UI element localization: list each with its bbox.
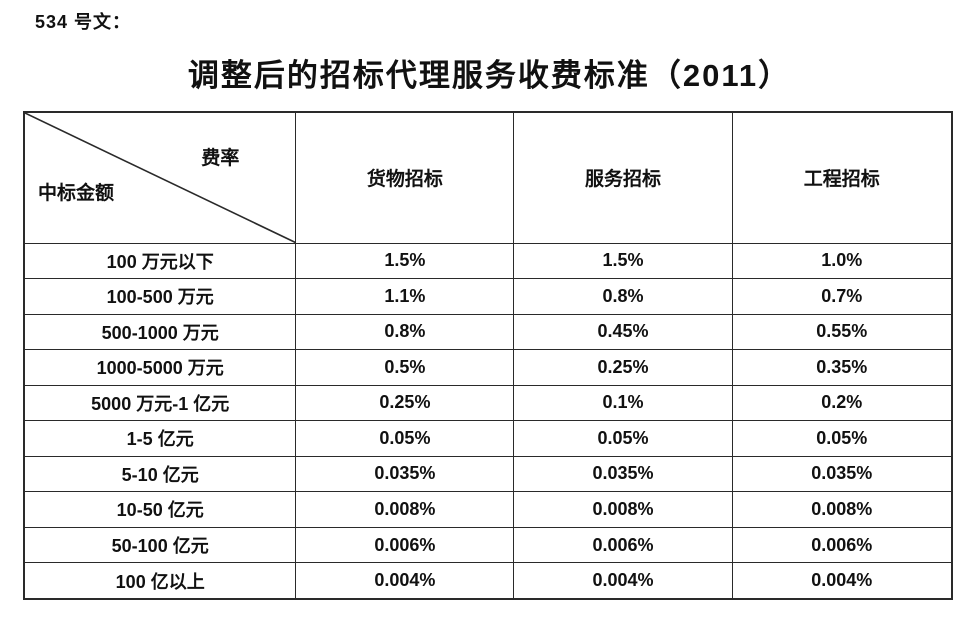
table-row: 100 亿以上 0.004% 0.004% 0.004% (23, 562, 953, 600)
fee-value-cell: 0.008% (731, 491, 953, 528)
fee-rate-table: 费率 中标金额 货物招标 服务招标 工程招标 100 万元以下 1.5% 1.5… (23, 111, 953, 600)
row-label-cell: 50-100 亿元 (23, 526, 297, 564)
fee-value-cell: 0.8% (513, 278, 733, 315)
fee-value-cell: 1.1% (295, 278, 515, 315)
column-header-goods: 货物招标 (295, 111, 515, 244)
column-header-engineering: 工程招标 (731, 111, 953, 244)
fee-value-cell: 1.5% (513, 242, 733, 280)
column-header-service: 服务招标 (513, 111, 733, 244)
row-label-cell: 500-1000 万元 (23, 313, 297, 351)
fee-value-cell: 0.55% (731, 313, 953, 351)
diagonal-corner-cell: 费率 中标金额 (23, 111, 297, 244)
table-row: 50-100 亿元 0.006% 0.006% 0.006% (23, 526, 953, 564)
fee-value-cell: 0.004% (731, 562, 953, 600)
row-label-cell: 5-10 亿元 (23, 455, 297, 493)
fee-value-cell: 0.035% (295, 455, 515, 493)
fee-value-cell: 0.006% (731, 526, 953, 564)
fee-value-cell: 0.35% (731, 349, 953, 386)
fee-value-cell: 0.05% (295, 420, 515, 457)
corner-label-fee-rate: 费率 (201, 148, 240, 169)
header-row: 费率 中标金额 货物招标 服务招标 工程招标 (23, 111, 953, 244)
fee-value-cell: 0.004% (295, 562, 515, 600)
fee-value-cell: 0.035% (731, 455, 953, 493)
table-row: 1000-5000 万元 0.5% 0.25% 0.35% (23, 349, 953, 386)
fee-value-cell: 0.7% (731, 278, 953, 315)
table-row: 1-5 亿元 0.05% 0.05% 0.05% (23, 420, 953, 457)
fee-value-cell: 1.5% (295, 242, 515, 280)
fee-value-cell: 0.5% (295, 349, 515, 386)
table-row: 100-500 万元 1.1% 0.8% 0.7% (23, 278, 953, 315)
table-row: 100 万元以下 1.5% 1.5% 1.0% (23, 242, 953, 280)
fee-value-cell: 0.05% (513, 420, 733, 457)
table-row: 500-1000 万元 0.8% 0.45% 0.55% (23, 313, 953, 351)
table-row: 5000 万元-1 亿元 0.25% 0.1% 0.2% (23, 384, 953, 422)
corner-label-bid-amount: 中标金额 (38, 182, 115, 204)
table-row: 5-10 亿元 0.035% 0.035% 0.035% (23, 455, 953, 493)
page-title: 调整后的招标代理服务收费标准（2011） (187, 58, 792, 93)
fee-value-cell: 0.006% (295, 526, 515, 564)
row-label-cell: 100-500 万元 (23, 278, 297, 315)
fee-value-cell: 0.004% (513, 562, 733, 600)
fee-value-cell: 0.45% (513, 313, 733, 351)
fee-value-cell: 0.8% (295, 313, 515, 351)
fee-value-cell: 0.25% (513, 349, 733, 386)
fee-value-cell: 0.1% (513, 384, 733, 422)
fee-value-cell: 0.035% (513, 455, 733, 493)
diagonal-line (25, 113, 296, 243)
row-label-cell: 100 亿以上 (23, 562, 297, 600)
doc-number-label: 534 号文： (35, 12, 132, 32)
row-label-cell: 5000 万元-1 亿元 (23, 384, 297, 422)
fee-value-cell: 0.05% (731, 420, 953, 457)
fee-value-cell: 0.008% (513, 491, 733, 528)
row-label-cell: 1000-5000 万元 (23, 349, 297, 386)
fee-value-cell: 0.006% (513, 526, 733, 564)
fee-value-cell: 1.0% (731, 242, 953, 280)
table-row: 10-50 亿元 0.008% 0.008% 0.008% (23, 491, 953, 528)
row-label-cell: 100 万元以下 (23, 242, 297, 280)
row-label-cell: 1-5 亿元 (23, 420, 297, 457)
row-label-cell: 10-50 亿元 (23, 491, 297, 528)
fee-value-cell: 0.008% (295, 491, 515, 528)
fee-value-cell: 0.2% (731, 384, 953, 422)
fee-value-cell: 0.25% (295, 384, 515, 422)
